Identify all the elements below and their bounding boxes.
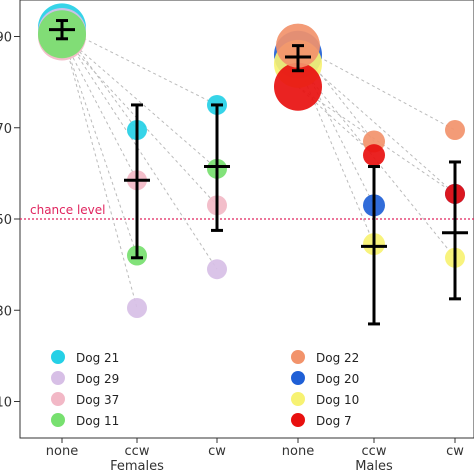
legend-marker [291, 392, 305, 406]
y-tick-label: 30 [0, 304, 12, 319]
legend-entry: Dog 10 [316, 393, 359, 407]
legend-marker [51, 413, 65, 427]
legend-marker [291, 413, 305, 427]
legend-marker [291, 371, 305, 385]
legend-entry: Dog 22 [316, 351, 359, 365]
legend-entry: Dog 11 [76, 414, 119, 428]
group-label: Males [355, 459, 393, 474]
y-tick-label: 10 [0, 396, 12, 411]
x-tick-label: ccw [362, 444, 387, 459]
connector-line [61, 31, 218, 270]
legend: Dog 21 Dog 29 Dog 37 Dog 11 Dog 22 Dog 20 Dog … [51, 350, 359, 428]
legend-entry: Dog 37 [76, 393, 119, 407]
x-tick-label: none [282, 444, 314, 459]
connector-line [297, 54, 375, 206]
legend-marker [51, 371, 65, 385]
y-axis: 10 30 50 70 90 [0, 31, 20, 411]
summary-bars [49, 19, 468, 326]
legend-entry: Dog 20 [316, 372, 359, 386]
legend-marker [51, 392, 65, 406]
connector-line [297, 86, 375, 156]
x-tick-label: cw [208, 444, 226, 459]
legend-marker [291, 350, 305, 364]
connector-line [61, 33, 218, 170]
x-tick-label: none [46, 444, 78, 459]
y-tick-label: 50 [0, 213, 12, 228]
x-tick-label: ccw [125, 444, 150, 459]
data-point [445, 120, 465, 141]
y-tick-label: 70 [0, 122, 12, 137]
group-label: Females [110, 459, 164, 474]
x-tick-label: cw [446, 444, 464, 459]
data-point [127, 297, 147, 318]
chance-level-line-group: chance level [20, 203, 474, 220]
data-point [274, 62, 322, 111]
data-point [207, 259, 227, 280]
connector-line [61, 34, 138, 256]
connector-line [297, 86, 456, 195]
legend-entry: Dog 29 [76, 372, 119, 386]
legend-entry: Dog 21 [76, 351, 119, 365]
chance-level-label: chance level [30, 203, 106, 217]
legend-entry: Dog 7 [316, 414, 352, 428]
legend-marker [51, 350, 65, 364]
x-axis: none ccw cw none ccw cw Females Males [46, 438, 464, 474]
y-tick-label: 90 [0, 31, 12, 46]
data-point [363, 144, 385, 167]
connector-line [61, 26, 218, 106]
connector-line [297, 54, 456, 195]
